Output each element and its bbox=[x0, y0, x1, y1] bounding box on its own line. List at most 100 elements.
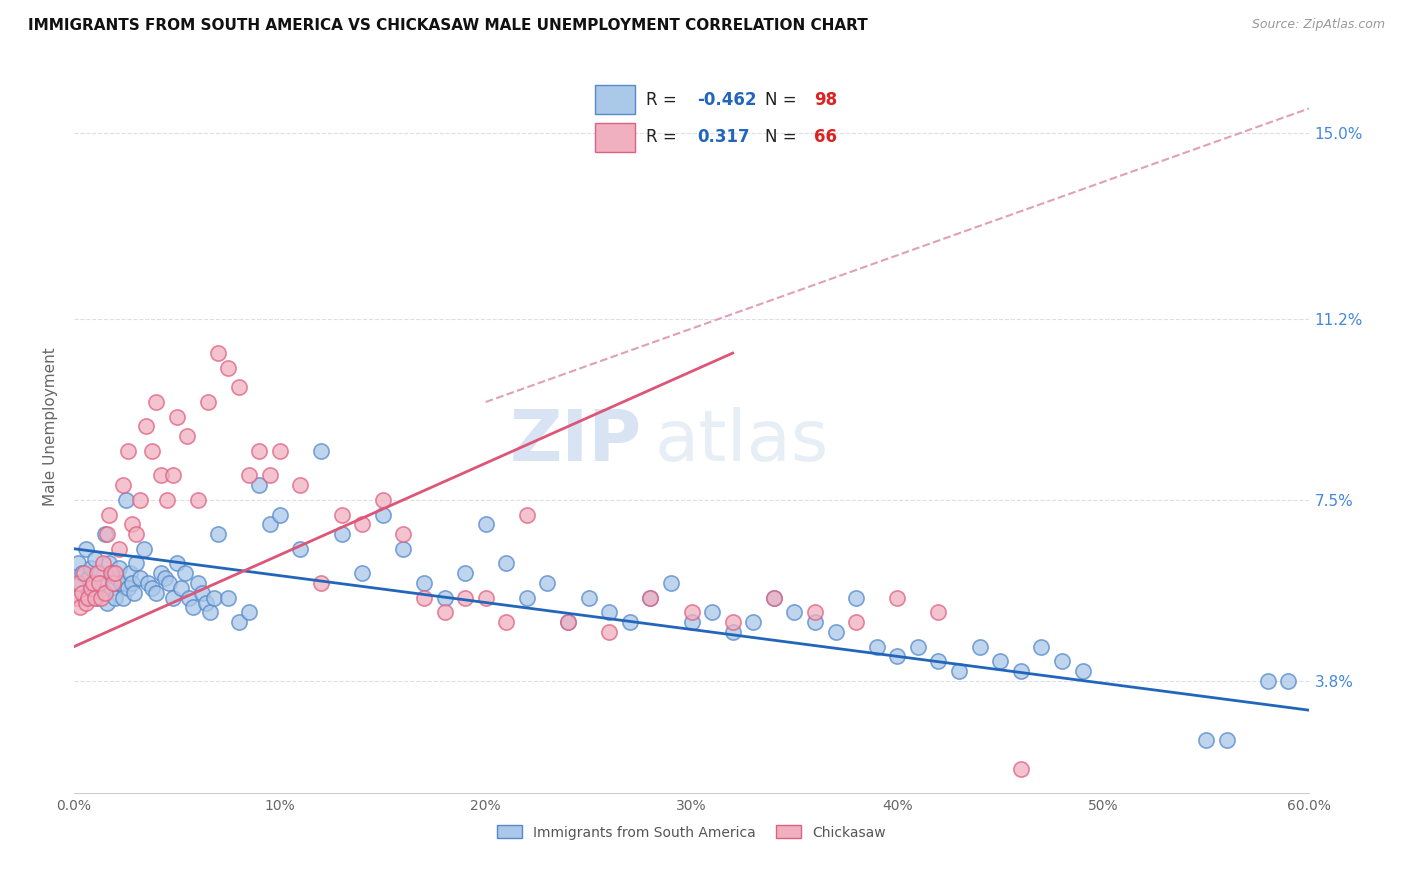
Text: IMMIGRANTS FROM SOUTH AMERICA VS CHICKASAW MALE UNEMPLOYMENT CORRELATION CHART: IMMIGRANTS FROM SOUTH AMERICA VS CHICKAS… bbox=[28, 18, 868, 33]
Point bbox=[495, 615, 517, 629]
Point bbox=[72, 566, 94, 581]
Point bbox=[145, 395, 167, 409]
Point bbox=[1195, 732, 1218, 747]
Point bbox=[75, 541, 97, 556]
Point bbox=[77, 571, 100, 585]
Point bbox=[83, 591, 105, 605]
Point bbox=[598, 624, 620, 639]
Point bbox=[247, 478, 270, 492]
Point bbox=[557, 615, 579, 629]
Point bbox=[162, 591, 184, 605]
Point bbox=[90, 576, 112, 591]
Point bbox=[121, 576, 143, 591]
Point bbox=[129, 492, 152, 507]
Point bbox=[259, 517, 281, 532]
Point bbox=[309, 444, 332, 458]
Point bbox=[290, 541, 312, 556]
Point bbox=[495, 557, 517, 571]
Point bbox=[183, 600, 205, 615]
Point bbox=[72, 586, 94, 600]
Point bbox=[330, 508, 353, 522]
Point bbox=[681, 615, 703, 629]
Point bbox=[217, 360, 239, 375]
Point bbox=[1257, 673, 1279, 688]
Point bbox=[110, 576, 132, 591]
Point bbox=[228, 615, 250, 629]
Point bbox=[166, 557, 188, 571]
Point bbox=[198, 605, 221, 619]
Point bbox=[90, 591, 112, 605]
Point bbox=[474, 591, 496, 605]
Point bbox=[121, 517, 143, 532]
Point bbox=[98, 557, 121, 571]
Point bbox=[197, 395, 219, 409]
Point bbox=[114, 492, 136, 507]
Point bbox=[100, 581, 122, 595]
Point bbox=[141, 444, 163, 458]
Point bbox=[87, 566, 110, 581]
Legend: Immigrants from South America, Chickasaw: Immigrants from South America, Chickasaw bbox=[491, 820, 891, 845]
Point bbox=[269, 444, 291, 458]
Point bbox=[392, 527, 415, 541]
Point bbox=[190, 586, 212, 600]
Point bbox=[969, 640, 991, 654]
Point bbox=[413, 591, 436, 605]
Point bbox=[162, 468, 184, 483]
Point bbox=[118, 566, 141, 581]
Point bbox=[474, 517, 496, 532]
Point bbox=[557, 615, 579, 629]
Point bbox=[742, 615, 765, 629]
Point bbox=[352, 517, 374, 532]
Point bbox=[79, 561, 101, 575]
Point bbox=[804, 605, 827, 619]
Text: Source: ZipAtlas.com: Source: ZipAtlas.com bbox=[1251, 18, 1385, 31]
Point bbox=[1010, 664, 1032, 678]
Point bbox=[578, 591, 600, 605]
Point bbox=[217, 591, 239, 605]
Point bbox=[433, 605, 456, 619]
Point bbox=[82, 581, 104, 595]
Point bbox=[247, 444, 270, 458]
Point bbox=[77, 591, 100, 605]
Point bbox=[98, 508, 121, 522]
Point bbox=[96, 596, 118, 610]
Point bbox=[104, 566, 127, 581]
Point bbox=[762, 591, 785, 605]
Point bbox=[1050, 654, 1073, 668]
Point bbox=[454, 591, 477, 605]
Point bbox=[290, 478, 312, 492]
Point bbox=[149, 468, 172, 483]
Point bbox=[392, 541, 415, 556]
Point bbox=[598, 605, 620, 619]
Point bbox=[67, 576, 90, 591]
Text: atlas: atlas bbox=[654, 407, 830, 475]
Point bbox=[659, 576, 682, 591]
Point bbox=[681, 605, 703, 619]
Point bbox=[79, 581, 101, 595]
Point bbox=[927, 654, 949, 668]
Point bbox=[330, 527, 353, 541]
Point bbox=[259, 468, 281, 483]
Point bbox=[100, 566, 122, 581]
Point bbox=[536, 576, 558, 591]
Point bbox=[157, 576, 180, 591]
Point bbox=[125, 557, 148, 571]
Point bbox=[108, 561, 131, 575]
Point bbox=[207, 527, 229, 541]
Point bbox=[129, 571, 152, 585]
Point bbox=[886, 591, 908, 605]
Point bbox=[948, 664, 970, 678]
Point bbox=[886, 649, 908, 664]
Point bbox=[1215, 732, 1237, 747]
Point bbox=[156, 492, 179, 507]
Point bbox=[105, 571, 128, 585]
Point bbox=[640, 591, 662, 605]
Point bbox=[141, 581, 163, 595]
Point bbox=[69, 600, 91, 615]
Point bbox=[433, 591, 456, 605]
Point bbox=[228, 380, 250, 394]
Point bbox=[108, 541, 131, 556]
Point bbox=[352, 566, 374, 581]
Point bbox=[135, 419, 157, 434]
Point bbox=[238, 468, 260, 483]
